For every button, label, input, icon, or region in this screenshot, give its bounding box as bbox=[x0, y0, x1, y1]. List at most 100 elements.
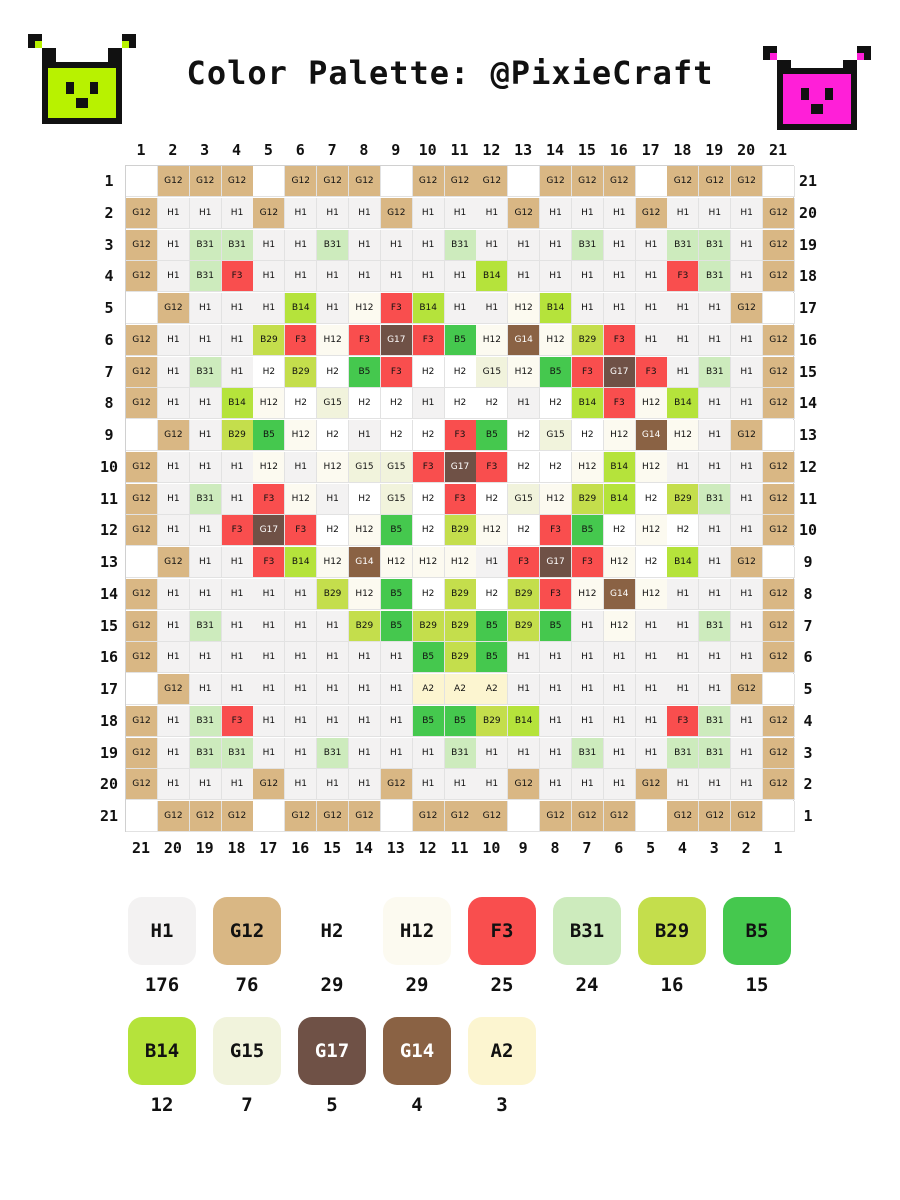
row-label: 4 bbox=[104, 267, 114, 286]
grid-cell: G12 bbox=[731, 801, 764, 832]
column-label: 4 bbox=[677, 839, 687, 857]
grid-cell: G15 bbox=[508, 483, 541, 515]
grid-cell: H1 bbox=[380, 737, 413, 769]
column-label: 20 bbox=[737, 141, 756, 159]
row-label: 20 bbox=[99, 775, 119, 794]
grid-cell: H2 bbox=[508, 515, 541, 547]
grid-cell: G12 bbox=[126, 769, 158, 801]
grid-cell: B29 bbox=[508, 610, 541, 642]
grid-cell: F3 bbox=[221, 515, 254, 547]
grid-cell: H1 bbox=[476, 769, 509, 801]
column-label: 11 bbox=[450, 141, 469, 159]
grid-cell: B31 bbox=[667, 737, 700, 769]
grid-cell: B5 bbox=[253, 420, 286, 451]
grid-cell: H1 bbox=[348, 769, 381, 801]
grid-cell: G12 bbox=[317, 801, 350, 832]
grid-cell: H1 bbox=[635, 610, 668, 642]
grid-cell: H2 bbox=[412, 483, 445, 515]
column-label: 17 bbox=[641, 141, 660, 159]
grid-cell: G12 bbox=[126, 229, 158, 261]
grid-cell: B31 bbox=[221, 737, 254, 769]
grid-cell: H1 bbox=[157, 642, 190, 674]
grid-cell: B29 bbox=[253, 324, 286, 356]
grid-cell: G12 bbox=[126, 610, 158, 642]
column-label: 8 bbox=[359, 141, 369, 159]
grid-cell bbox=[763, 166, 795, 197]
grid-cell: H1 bbox=[285, 451, 318, 483]
grid-cell: H1 bbox=[508, 737, 541, 769]
grid-cell: H1 bbox=[699, 578, 732, 610]
grid-cell: B31 bbox=[444, 229, 477, 261]
grid-cell: G15 bbox=[476, 356, 509, 388]
grid-cell: H1 bbox=[476, 737, 509, 769]
grid-cell: H1 bbox=[508, 388, 541, 420]
row-label: 17 bbox=[99, 680, 119, 698]
grid-cell: H1 bbox=[699, 515, 732, 547]
grid-cell: A2 bbox=[412, 674, 445, 705]
grid-cell: G12 bbox=[763, 388, 795, 420]
palette-count: 15 bbox=[745, 974, 769, 996]
grid-cell: H1 bbox=[157, 388, 190, 420]
grid-cell: H2 bbox=[571, 420, 604, 451]
grid-cell: H1 bbox=[699, 674, 732, 705]
grid-cell: B31 bbox=[699, 356, 732, 388]
grid-cell: H1 bbox=[221, 674, 254, 705]
row-label: 12 bbox=[99, 521, 119, 540]
grid-cell: H1 bbox=[635, 737, 668, 769]
grid-cell: A2 bbox=[444, 674, 477, 705]
grid-cell: B29 bbox=[476, 705, 509, 737]
grid-cell: B5 bbox=[540, 610, 573, 642]
grid-cell: H1 bbox=[540, 674, 573, 705]
grid-cell: H1 bbox=[380, 674, 413, 705]
grid-cell: H2 bbox=[412, 420, 445, 451]
palette-count: 3 bbox=[496, 1094, 508, 1116]
grid-cell: B29 bbox=[571, 324, 604, 356]
grid-cell: H1 bbox=[731, 356, 764, 388]
row-label: 3 bbox=[803, 743, 813, 762]
grid-cell: H1 bbox=[317, 642, 350, 674]
grid-cell: H1 bbox=[317, 705, 350, 737]
grid-cell: H1 bbox=[157, 515, 190, 547]
grid-cell: H1 bbox=[157, 324, 190, 356]
grid-cell: H1 bbox=[635, 674, 668, 705]
grid-cell: H12 bbox=[635, 451, 668, 483]
palette-swatch: A2 bbox=[468, 1017, 536, 1085]
page-title: Color Palette: @PixieCraft bbox=[186, 54, 714, 92]
right-mascot-icon bbox=[763, 46, 871, 130]
grid-cell: H1 bbox=[285, 737, 318, 769]
grid-cell: H1 bbox=[412, 197, 445, 229]
grid-cell: H1 bbox=[667, 610, 700, 642]
grid-cell: B31 bbox=[189, 610, 222, 642]
grid-cell bbox=[380, 166, 413, 197]
grid-cell: B31 bbox=[699, 483, 732, 515]
grid-cell: G12 bbox=[348, 801, 381, 832]
grid-cell: F3 bbox=[412, 324, 445, 356]
grid-cell: G12 bbox=[763, 610, 795, 642]
grid-cell: H1 bbox=[444, 769, 477, 801]
palette-swatch: B5 bbox=[723, 897, 791, 965]
grid-cell: H12 bbox=[603, 547, 636, 578]
grid-cell: G12 bbox=[571, 801, 604, 832]
grid-cell: F3 bbox=[667, 705, 700, 737]
grid-cell bbox=[635, 166, 668, 197]
grid-cell: H1 bbox=[348, 229, 381, 261]
grid-cell: H1 bbox=[285, 642, 318, 674]
grid-cell bbox=[126, 674, 158, 705]
column-label: 5 bbox=[646, 839, 656, 857]
grid-cell: H1 bbox=[221, 356, 254, 388]
grid-cell: G12 bbox=[763, 515, 795, 547]
row-label: 13 bbox=[798, 426, 818, 444]
grid-cell: H1 bbox=[348, 705, 381, 737]
grid-cell: H1 bbox=[699, 197, 732, 229]
column-label: 1 bbox=[773, 839, 783, 857]
grid-cell: G12 bbox=[221, 166, 254, 197]
palette-swatch: H1 bbox=[128, 897, 196, 965]
grid-cell: B31 bbox=[317, 229, 350, 261]
grid-cell: H12 bbox=[285, 420, 318, 451]
grid-cell: H1 bbox=[699, 388, 732, 420]
grid-cell: B29 bbox=[444, 642, 477, 674]
grid-cell: H12 bbox=[667, 420, 700, 451]
grid-cell: B31 bbox=[699, 261, 732, 293]
column-label: 3 bbox=[200, 141, 210, 159]
row-label: 9 bbox=[104, 426, 114, 444]
